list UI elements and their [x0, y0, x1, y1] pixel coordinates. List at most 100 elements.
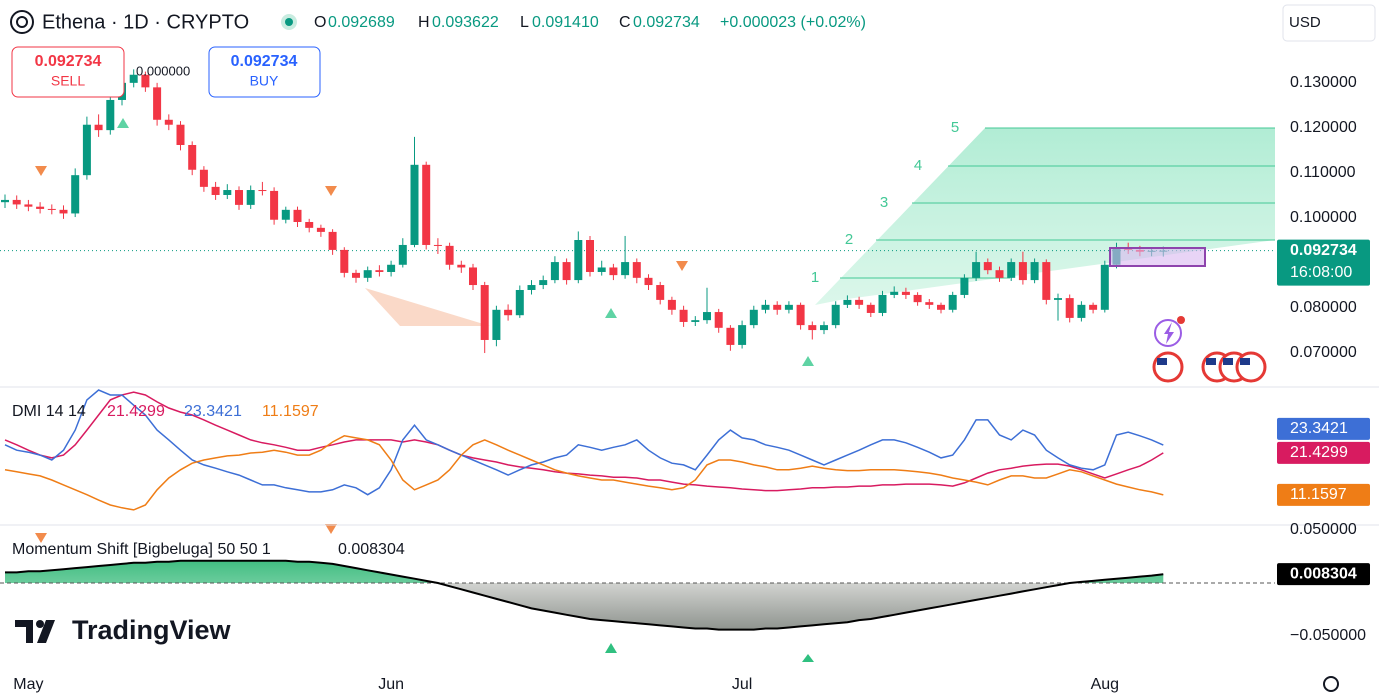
candle-body	[983, 262, 992, 271]
candle-body	[562, 262, 571, 281]
candle-body	[270, 190, 279, 220]
buy-label[interactable]: BUY	[250, 73, 279, 89]
candle-body	[316, 227, 325, 232]
candle-body	[550, 262, 559, 281]
candle-body	[515, 289, 524, 316]
momentum-value-box	[1277, 563, 1370, 586]
indicator-value: 21.4299	[107, 403, 165, 420]
candle-body	[656, 285, 665, 300]
candle-body	[866, 304, 875, 313]
candle-body	[352, 272, 360, 278]
ohlc-value: 0.092689	[328, 14, 395, 31]
candle-body	[24, 204, 33, 207]
candle-body	[1077, 304, 1086, 318]
candle-body	[129, 74, 138, 83]
candle-body	[492, 309, 501, 340]
ohlc-value: 0.092734	[633, 14, 700, 31]
candle-body	[410, 164, 419, 245]
ohlc-value: 0.093622	[432, 14, 499, 31]
candle-body	[1065, 298, 1074, 318]
buy-price[interactable]: 0.092734	[231, 53, 298, 70]
candle-body	[340, 249, 349, 273]
dmi-value-box	[1277, 441, 1370, 464]
candle-body	[773, 304, 782, 310]
buy-button[interactable]	[208, 46, 321, 98]
event-icons	[1152, 316, 1267, 383]
fib-zone	[815, 128, 1275, 305]
status-dot	[285, 18, 293, 26]
candle-body	[305, 221, 314, 228]
candle-body	[948, 294, 957, 310]
candle-body	[422, 164, 431, 245]
candle-body	[164, 119, 173, 125]
sell-price[interactable]: 0.092734	[35, 53, 102, 70]
axes: 0.130000 0.120000 0.110000 0.100000 0.080000…	[13, 74, 1370, 693]
candle-body	[457, 264, 466, 268]
candle-body	[632, 262, 641, 278]
candle-body	[176, 124, 185, 145]
momentum-value-label: 0.008304	[1290, 565, 1357, 582]
indicator-value: 0.008304	[338, 541, 405, 558]
fib-label: 1	[811, 269, 819, 286]
candle-body	[539, 280, 548, 286]
candle-body	[94, 124, 103, 131]
currency-label[interactable]: USD	[1289, 14, 1321, 31]
candle-body	[890, 291, 899, 295]
candle-body	[925, 302, 934, 305]
candle-body	[281, 209, 290, 220]
candle-body	[141, 74, 150, 88]
x-tick-label: Jun	[378, 676, 404, 693]
dmi-value-box	[1277, 483, 1370, 506]
candle-body	[621, 262, 630, 276]
sell-button[interactable]	[11, 46, 125, 98]
candle-body	[808, 325, 817, 331]
candle-body	[235, 190, 243, 205]
candle-body	[211, 186, 220, 195]
indicator-title: Momentum Shift [Bigbeluga] 50 50 1	[12, 541, 271, 558]
dmi-line	[4, 435, 1164, 511]
y-tick-label: −0.050000	[1290, 627, 1366, 644]
candle-body	[609, 267, 618, 276]
candle-body	[445, 245, 454, 265]
candle-body	[1007, 262, 1016, 278]
candle-body	[574, 240, 583, 281]
candle-body	[153, 87, 162, 120]
candle-body	[71, 175, 80, 214]
y-tick-label: 0.130000	[1290, 74, 1357, 91]
candle-body	[246, 190, 255, 205]
candle-body	[188, 144, 197, 170]
countdown-label: 16:08:00	[1290, 264, 1352, 281]
symbol-title[interactable]: Ethena · 1D · CRYPTO	[42, 11, 249, 33]
spread: 0.000000	[136, 63, 190, 78]
candle-body	[972, 262, 981, 278]
candle-body	[469, 267, 477, 286]
candle-body	[1089, 304, 1098, 310]
candle-body	[738, 325, 747, 345]
candle-body	[913, 294, 922, 303]
x-tick-label: Jul	[732, 676, 752, 693]
indicator-title: DMI 14 14	[12, 403, 86, 420]
ohlc-key: H	[418, 14, 430, 31]
dmi-value-label: 23.3421	[1290, 420, 1348, 437]
momentum-area-negative	[437, 582, 1071, 630]
indicator-value: 11.1597	[262, 403, 319, 420]
currency-button[interactable]	[1282, 4, 1376, 42]
momentum-area-positive	[5, 560, 1164, 583]
candle-body	[1018, 262, 1027, 281]
candle-body	[433, 244, 442, 246]
y-tick-label: 0.050000	[1290, 521, 1357, 538]
symbol-icon	[10, 10, 34, 34]
dmi-line	[4, 389, 1164, 496]
dmi-value-label: 21.4299	[1290, 444, 1348, 461]
candle-body	[820, 325, 828, 331]
sell-label[interactable]: SELL	[51, 73, 85, 89]
candle-body	[714, 312, 723, 328]
candle-body	[1054, 298, 1062, 300]
candle-body	[12, 199, 21, 205]
range-box	[1109, 247, 1206, 267]
y-tick-label: 0.120000	[1290, 119, 1357, 136]
candle-body	[1042, 262, 1051, 300]
candle-body	[387, 264, 396, 272]
candle-body	[59, 209, 68, 214]
settings-icon[interactable]	[1323, 676, 1339, 692]
